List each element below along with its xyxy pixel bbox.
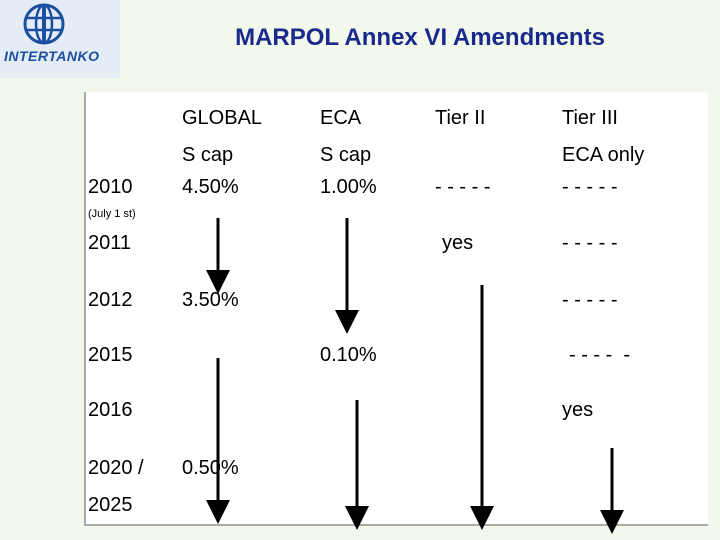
cell: yes [442, 232, 474, 254]
cell: 3.50% [182, 289, 239, 311]
table [84, 92, 708, 526]
cell: - - - - - [562, 176, 618, 198]
year: 2020 / [88, 457, 144, 479]
cell: - - - - - [569, 344, 631, 366]
logo-text: INTERTANKO [4, 48, 100, 64]
cell: 4.50% [182, 176, 239, 198]
title: MARPOL Annex VI Amendments [235, 24, 605, 51]
column-header-line: S cap [320, 144, 372, 166]
column-header-line: S cap [182, 144, 234, 166]
column-header-line: ECA [320, 107, 362, 129]
column-header-line: ECA only [562, 144, 645, 166]
year-note: (July 1 st) [88, 208, 136, 220]
cell: 1.00% [320, 176, 377, 198]
cell: 0.10% [320, 344, 377, 366]
cell: 0.50% [182, 457, 239, 479]
logo: INTERTANKO [0, 0, 120, 78]
year: 2012 [88, 289, 133, 311]
cell: - - - - - [435, 176, 491, 198]
column-header-line: GLOBAL [182, 107, 263, 129]
year: 2011 [88, 232, 132, 254]
year: 2010 [88, 176, 133, 198]
logo-globe [23, 3, 65, 45]
cell: - - - - - [562, 232, 618, 254]
year: 2025 [88, 494, 133, 516]
year: 2015 [88, 344, 133, 366]
column-header-line: Tier III [562, 107, 618, 129]
column-header-line: Tier II [435, 107, 486, 129]
cell: yes [562, 399, 594, 421]
cell: - - - - - [562, 289, 618, 311]
year: 2016 [88, 399, 133, 421]
